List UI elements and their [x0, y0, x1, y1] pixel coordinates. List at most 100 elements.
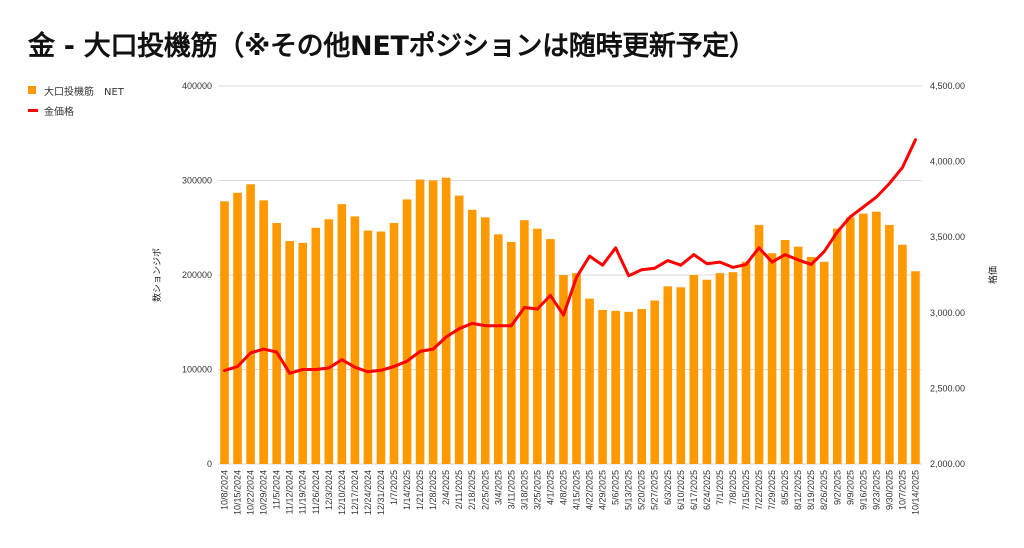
- bar: [337, 204, 347, 464]
- bar: [376, 231, 386, 464]
- x-tick-label: 3/4/2025: [493, 470, 503, 505]
- x-tick-label: 9/2/2025: [832, 470, 842, 505]
- price-line: [223, 138, 917, 375]
- x-tick-label: 6/10/2025: [676, 470, 686, 510]
- x-tick-label: 3/11/2025: [506, 470, 516, 509]
- x-tick-label: 7/8/2025: [728, 470, 738, 505]
- x-tick-label: 9/9/2025: [845, 470, 855, 505]
- x-tick-label: 8/12/2025: [793, 470, 803, 510]
- y-tick-label: 200000: [182, 270, 212, 280]
- bar: [324, 219, 334, 464]
- x-tick-label: 4/1/2025: [545, 470, 555, 505]
- bar: [611, 310, 620, 464]
- x-tick-label: 12/10/2024: [337, 470, 347, 515]
- bar: [259, 200, 268, 464]
- bar: [702, 279, 712, 464]
- x-tick-label: 1/28/2025: [428, 470, 438, 510]
- x-tick-label: 5/13/2025: [624, 470, 634, 510]
- x-tick-label: 3/18/2025: [519, 470, 529, 510]
- bar: [246, 184, 255, 464]
- legend-line-swatch: [28, 108, 38, 112]
- legend: 大口投機筋 NET 金価格: [28, 80, 124, 120]
- bar: [402, 199, 412, 464]
- x-tick-label: 10/14/2025: [910, 470, 920, 515]
- y2-tick-label: 3,000.00: [930, 308, 965, 318]
- x-tick-label: 5/6/2025: [611, 470, 621, 505]
- bar: [572, 273, 581, 464]
- bar: [637, 309, 647, 464]
- y-tick-label: 300000: [182, 176, 212, 186]
- bar: [650, 300, 660, 464]
- x-tick-label: 9/30/2025: [884, 470, 894, 510]
- bar: [350, 216, 360, 464]
- bar: [441, 177, 451, 465]
- bar: [676, 287, 686, 464]
- x-tick-label: 10/29/2024: [259, 470, 269, 515]
- legend-label-net: 大口投機筋 NET: [44, 86, 124, 98]
- x-tick-label: 2/4/2025: [441, 470, 451, 505]
- x-tick-label: 11/26/2024: [311, 470, 321, 514]
- bar: [467, 209, 477, 464]
- bar: [689, 275, 699, 464]
- bar: [559, 275, 568, 464]
- bar: [233, 192, 242, 464]
- x-tick-label: 8/26/2025: [819, 470, 829, 510]
- bar: [220, 201, 229, 465]
- bar: [428, 180, 438, 464]
- x-tick-label: 1/7/2025: [389, 470, 399, 505]
- bar: [780, 240, 790, 464]
- legend-label-price: 金価格: [44, 106, 74, 118]
- legend-item-net: 大口投機筋 NET: [28, 80, 124, 100]
- bar: [806, 257, 816, 464]
- bar: [493, 234, 503, 464]
- bar: [389, 223, 399, 464]
- bar: [911, 271, 920, 464]
- y-axis-title: 数ションジポ: [151, 248, 163, 302]
- bar: [624, 311, 633, 464]
- y-tick-label: 100000: [182, 365, 212, 375]
- x-tick-label: 9/23/2025: [871, 470, 881, 510]
- x-tick-label: 7/15/2025: [741, 470, 751, 510]
- bar: [363, 230, 373, 464]
- x-tick-label: 2/18/2025: [467, 470, 477, 510]
- legend-bar-swatch: [28, 86, 36, 94]
- bar: [898, 244, 907, 464]
- x-tick-label: 4/22/2025: [585, 470, 595, 510]
- bar: [845, 217, 855, 464]
- bar: [859, 213, 868, 464]
- x-tick-label: 2/11/2025: [454, 470, 464, 509]
- bar: [520, 220, 529, 464]
- x-tick-label: 10/7/2025: [897, 470, 907, 510]
- x-tick-label: 12/24/2024: [363, 470, 373, 515]
- x-tick-label: 12/31/2024: [376, 470, 386, 515]
- x-tick-label: 7/1/2025: [715, 470, 725, 505]
- bar: [715, 273, 725, 464]
- bar: [663, 286, 673, 464]
- x-tick-label: 1/21/2025: [415, 470, 425, 510]
- bar: [832, 228, 842, 464]
- x-tick-label: 2/25/2025: [480, 470, 490, 510]
- x-tick-label: 11/5/2024: [272, 470, 282, 509]
- x-tick-label: 5/27/2025: [650, 470, 660, 510]
- bar: [298, 242, 308, 464]
- x-tick-label: 10/22/2024: [246, 470, 256, 515]
- legend-item-price: 金価格: [28, 100, 124, 120]
- x-tick-label: 4/8/2025: [558, 470, 568, 505]
- bar: [507, 241, 516, 464]
- x-tick-label: 8/5/2025: [780, 470, 790, 505]
- x-tick-label: 1/14/2025: [402, 470, 412, 510]
- x-tick-label: 7/22/2025: [754, 470, 764, 510]
- y2-tick-label: 4,000.00: [930, 157, 965, 167]
- bar: [767, 253, 777, 464]
- y2-tick-label: 2,500.00: [930, 383, 965, 393]
- bar: [819, 261, 829, 464]
- bar: [311, 227, 321, 464]
- chart-title: 金 - 大口投機筋（※その他NETポジションは随時更新予定）: [28, 31, 756, 62]
- bar: [546, 239, 555, 464]
- x-tick-label: 12/3/2024: [324, 470, 334, 510]
- bar: [598, 309, 607, 464]
- y2-axis-title: 格価: [987, 266, 999, 284]
- y-tick-label: 400000: [182, 81, 212, 91]
- x-tick-label: 9/16/2025: [858, 470, 868, 510]
